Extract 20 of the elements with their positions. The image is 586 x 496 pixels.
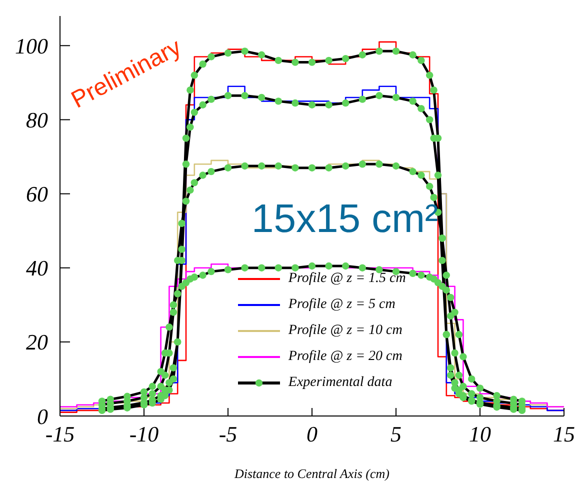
y-tick-label: 100: [15, 33, 48, 58]
y-tick-label: 20: [26, 330, 48, 355]
legend-label: Profile @ z = 5 cm: [288, 296, 396, 314]
y-tick-label: 40: [26, 256, 48, 281]
x-tick-label: -5: [218, 422, 238, 447]
x-tick-label: -10: [129, 422, 159, 447]
y-tick-label: 60: [26, 182, 48, 207]
legend-label: Profile @ z = 10 cm: [288, 322, 402, 340]
x-tick-label: 5: [390, 422, 402, 447]
legend-label: Profile @ z = 1.5 cm: [288, 270, 406, 288]
annotation: 15x15 cm²: [252, 197, 438, 242]
x-tick-label: 10: [469, 422, 491, 447]
legend-label: Experimental data: [288, 374, 392, 392]
legend-label: Profile @ z = 20 cm: [288, 348, 402, 366]
x-tick-label: -15: [45, 422, 75, 447]
x-tick-label: 0: [306, 422, 318, 447]
x-axis-title: Distance to Central Axis (cm): [233, 466, 390, 481]
y-tick-label: 0: [37, 404, 48, 429]
x-tick-label: 15: [553, 422, 575, 447]
y-tick-label: 80: [26, 108, 48, 133]
